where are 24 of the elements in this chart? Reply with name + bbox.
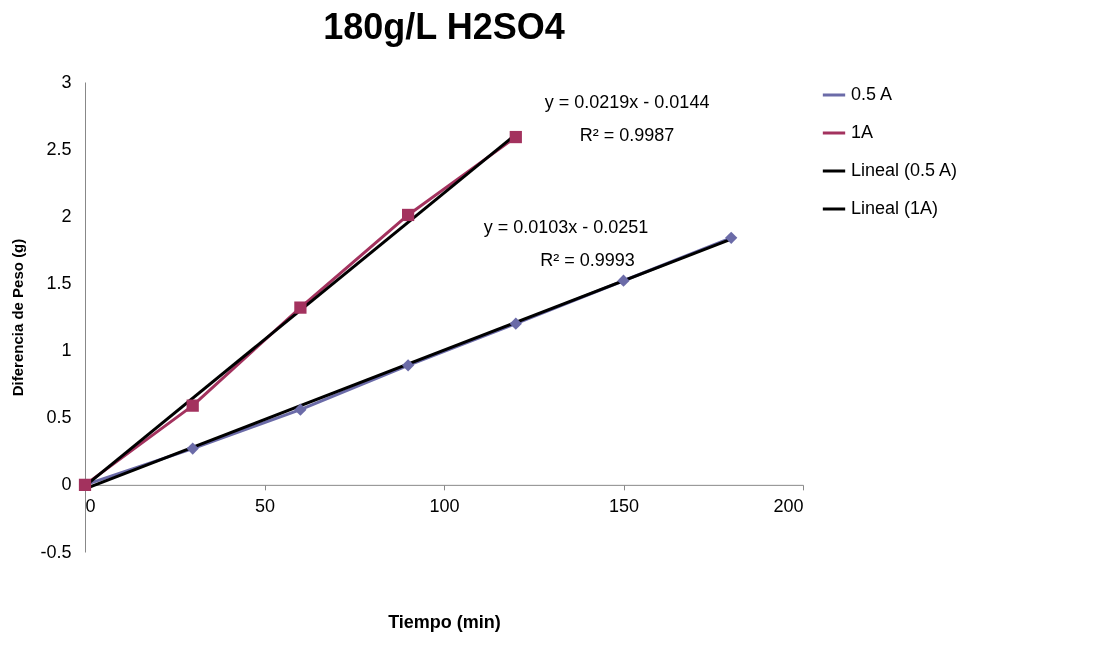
y-tick-label: -0.5 (40, 541, 72, 562)
x-tick-label: 200 (773, 496, 804, 517)
y-tick-label: 1 (61, 340, 72, 361)
y-tick-label: 3 (61, 71, 72, 92)
y-tick-label: 0.5 (46, 407, 72, 428)
x-axis-title: Tiempo (min) (388, 611, 501, 632)
annotation: y = 0.0219x - 0.0144 (544, 92, 710, 113)
y-tick-label: 2.5 (46, 138, 72, 159)
y-tick-label: 1.5 (46, 272, 72, 293)
x-tick-label: 50 (254, 496, 276, 517)
y-tick-label: 0 (61, 474, 72, 495)
y-tick-label: 2 (61, 205, 72, 226)
x-tick-label: 150 (608, 496, 640, 517)
legend-label: 1A (851, 122, 874, 142)
legend-label: 0.5 A (851, 84, 893, 104)
y-axis-title: Diferencia de Peso (g) (9, 238, 27, 397)
annotation: y = 0.0103x - 0.0251 (483, 216, 649, 237)
annotation: R² = 0.9993 (540, 249, 635, 270)
x-tick-label: 0 (85, 496, 96, 517)
legend-label: Lineal (1A) (851, 198, 939, 218)
legend-label: Lineal (0.5 A) (851, 160, 958, 180)
chart-title: 180g/L H2SO4 (323, 6, 565, 47)
x-tick-label: 100 (429, 496, 460, 517)
annotation: R² = 0.9987 (579, 125, 675, 146)
